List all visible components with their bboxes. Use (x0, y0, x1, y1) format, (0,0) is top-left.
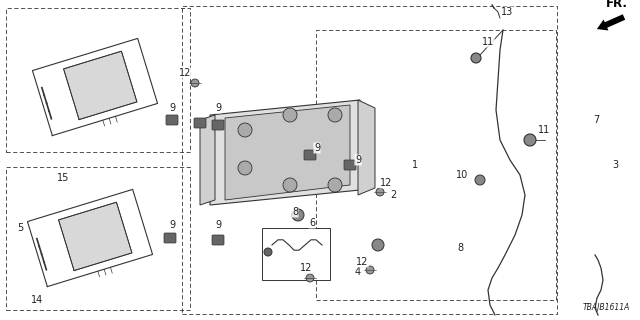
Circle shape (238, 161, 252, 175)
FancyBboxPatch shape (344, 160, 356, 170)
Circle shape (475, 175, 485, 185)
Text: 10: 10 (456, 170, 468, 180)
Text: 8: 8 (292, 207, 298, 217)
FancyBboxPatch shape (212, 120, 224, 130)
Text: TBAJB1611A: TBAJB1611A (582, 303, 630, 312)
Polygon shape (358, 100, 375, 195)
Bar (6, 167, 190, 310)
Text: 12: 12 (356, 257, 368, 267)
Circle shape (524, 134, 536, 146)
Text: 5: 5 (17, 223, 23, 233)
FancyBboxPatch shape (166, 115, 178, 125)
Circle shape (264, 248, 272, 256)
Text: 9: 9 (215, 220, 221, 230)
Bar (262, 228, 330, 280)
Bar (316, 30, 556, 300)
Polygon shape (225, 105, 350, 200)
Text: 3: 3 (612, 160, 618, 170)
Text: 12: 12 (300, 263, 312, 273)
Text: 14: 14 (31, 295, 43, 305)
Text: 9: 9 (215, 103, 221, 113)
Text: 11: 11 (538, 125, 550, 135)
Text: 9: 9 (169, 103, 175, 113)
Polygon shape (63, 51, 137, 120)
Text: 8: 8 (457, 243, 463, 253)
Text: 12: 12 (380, 178, 392, 188)
Circle shape (306, 274, 314, 282)
Circle shape (283, 178, 297, 192)
Text: 9: 9 (314, 143, 320, 153)
Circle shape (366, 266, 374, 274)
Text: 11: 11 (482, 37, 494, 47)
Circle shape (328, 178, 342, 192)
Text: 15: 15 (57, 173, 69, 183)
Text: 4: 4 (355, 267, 361, 277)
Polygon shape (210, 100, 360, 205)
Text: 13: 13 (501, 7, 513, 17)
Text: 6: 6 (309, 218, 315, 228)
Circle shape (191, 79, 199, 87)
Circle shape (292, 209, 304, 221)
Circle shape (283, 108, 297, 122)
FancyBboxPatch shape (194, 118, 206, 128)
Text: 7: 7 (593, 115, 599, 125)
Bar (182, 6, 557, 314)
Bar (6, 8, 190, 152)
Text: FR.: FR. (606, 0, 628, 10)
Circle shape (328, 108, 342, 122)
Text: 1: 1 (412, 160, 418, 170)
FancyArrow shape (597, 14, 625, 30)
FancyBboxPatch shape (304, 150, 316, 160)
FancyBboxPatch shape (212, 235, 224, 245)
Polygon shape (200, 115, 215, 205)
Circle shape (376, 188, 384, 196)
Polygon shape (59, 202, 132, 271)
Circle shape (471, 53, 481, 63)
Text: 2: 2 (390, 190, 396, 200)
FancyBboxPatch shape (164, 233, 176, 243)
Text: 12: 12 (179, 68, 191, 78)
Text: 9: 9 (169, 220, 175, 230)
Circle shape (372, 239, 384, 251)
Circle shape (238, 123, 252, 137)
Text: 9: 9 (355, 155, 361, 165)
